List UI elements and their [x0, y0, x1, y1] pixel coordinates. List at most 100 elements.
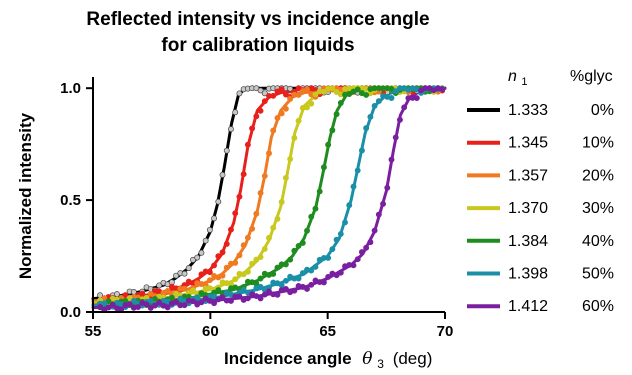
series-1-370-point — [312, 91, 319, 98]
series-1-370-point — [257, 254, 264, 261]
series-1-345-point — [215, 253, 222, 260]
series-1-370-point — [261, 245, 268, 252]
series-1-345-point — [232, 210, 239, 217]
series-1-370-point — [240, 271, 247, 278]
series-1-345-point — [228, 226, 234, 233]
legend-n-value: 1.345 — [508, 135, 548, 152]
series-1-412-point — [392, 134, 399, 141]
series-1-370-line — [91, 86, 447, 305]
series-1-345-point — [249, 125, 256, 132]
series-1-333-point — [219, 171, 226, 178]
series-1-333-point — [287, 85, 294, 92]
series-1-370-point — [190, 287, 196, 294]
series-1-412-point — [181, 302, 188, 309]
series-1-345-point — [198, 271, 205, 278]
series-1-333-point — [156, 282, 163, 289]
legend-header-n-subscript: 1 — [521, 76, 527, 88]
series-1-384-point — [270, 270, 277, 277]
series-1-398-point — [346, 202, 353, 209]
series-1-412-point — [244, 295, 251, 302]
x-tick-label: 60 — [202, 323, 219, 340]
x-tick-label: 70 — [437, 323, 454, 340]
series-1-412-point — [173, 298, 180, 305]
series-1-384-point — [363, 92, 370, 98]
series-1-398-point — [295, 275, 302, 282]
x-axis-label-symbol: θ — [362, 349, 372, 369]
legend-glycerol-value: 60% — [582, 298, 614, 315]
y-axis-label: Normalized intensity — [16, 112, 35, 279]
series-1-412-point — [367, 239, 374, 246]
series-1-345-point — [219, 249, 226, 256]
series-1-345-point — [223, 241, 230, 247]
x-ticks: 55 60 65 70 — [85, 312, 454, 340]
series-1-345-point — [236, 193, 243, 200]
series-1-384-point — [333, 111, 340, 118]
legend-header-pct: %glyc — [570, 68, 613, 85]
series-1-398-point — [329, 246, 336, 253]
series-1-357-point — [282, 105, 289, 112]
series-1-398-point — [211, 293, 218, 300]
series-1-398-point — [177, 295, 184, 302]
series-1-370-point — [249, 260, 256, 267]
series-1-412-point — [375, 211, 382, 218]
series-1-384-point — [257, 275, 264, 282]
legend-header-n: n 1 — [508, 68, 527, 88]
series-1-357-point — [253, 210, 260, 217]
series-1-412-point — [228, 298, 234, 304]
series-1-357-point — [278, 110, 285, 117]
legend: n 1 %glyc 1.333 0% 1.345 10% 1.357 20% 1.370 30… — [467, 68, 614, 315]
series-1-370-point — [270, 224, 277, 231]
series-1-412-point — [363, 244, 370, 251]
series-1-412-point — [358, 249, 365, 255]
series-1-345-point — [257, 107, 264, 114]
series-1-345-point — [139, 290, 146, 297]
series-1-398-point — [388, 95, 395, 101]
series-1-357-point — [244, 234, 251, 241]
series-1-384-point — [274, 264, 281, 271]
y-tick-label: 0.5 — [60, 192, 81, 209]
series-1-412-point — [333, 272, 340, 279]
series-1-370-point — [266, 234, 272, 241]
series-1-398-point — [130, 298, 137, 304]
series-1-398-point — [299, 270, 306, 277]
series-1-398-point — [367, 113, 374, 120]
series-1-412-point — [320, 279, 327, 286]
series-1-398-point — [147, 297, 154, 304]
series-1-412-point — [198, 299, 205, 306]
legend-glycerol-value: 50% — [582, 266, 614, 283]
series-1-370-point — [291, 135, 298, 141]
series-1-398-point — [312, 263, 319, 270]
series-1-384-point — [312, 205, 319, 212]
series-1-412-point — [257, 295, 264, 302]
series-1-412-point — [105, 304, 112, 311]
legend-header-n-symbol: n — [508, 68, 517, 85]
series-1-333-point — [223, 147, 230, 154]
series-1-384-point — [337, 100, 344, 106]
plot-area — [91, 85, 447, 314]
series-1-370-point — [304, 104, 310, 111]
series-1-357-point — [266, 150, 272, 157]
series-1-384-point — [168, 294, 175, 301]
series-1-412-point — [337, 269, 344, 276]
legend-glycerol-value: 20% — [582, 167, 614, 184]
series-1-357-point — [206, 277, 213, 284]
legend-glycerol-value: 10% — [582, 135, 614, 152]
legend-n-value: 1.333 — [508, 102, 548, 119]
series-1-357-point — [295, 91, 302, 98]
series-1-398-point — [358, 147, 365, 154]
series-1-412-point — [350, 262, 357, 269]
series-1-333-point — [228, 126, 234, 133]
series-1-398-point — [337, 231, 344, 237]
series-1-398-point — [375, 98, 382, 105]
series-1-384-point — [308, 213, 315, 220]
series-1-412-point — [143, 301, 150, 308]
markers-layer — [97, 85, 446, 314]
series-1-412-point — [401, 104, 408, 111]
series-1-345-point — [270, 92, 277, 99]
x-tick-label: 55 — [85, 323, 102, 340]
series-1-357-point — [232, 259, 239, 266]
series-1-398-point — [354, 167, 361, 174]
series-1-345-point — [244, 141, 251, 148]
series-1-412-point — [219, 294, 226, 301]
series-1-345-point — [122, 292, 129, 298]
